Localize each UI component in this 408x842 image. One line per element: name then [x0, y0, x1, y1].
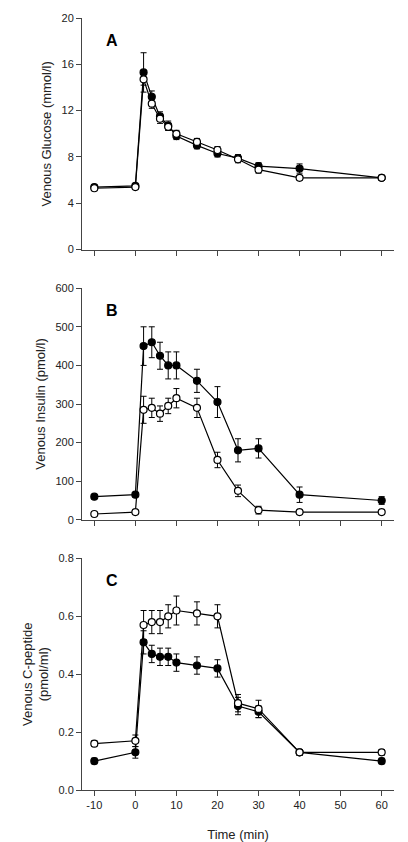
- svg-text:0: 0: [68, 514, 74, 526]
- svg-text:0.6: 0.6: [59, 610, 74, 622]
- svg-text:B: B: [106, 302, 118, 319]
- svg-text:Venous Insulin (pmol/l): Venous Insulin (pmol/l): [33, 338, 48, 470]
- svg-text:40: 40: [293, 799, 305, 811]
- svg-text:500: 500: [55, 321, 73, 333]
- svg-text:4: 4: [68, 197, 74, 209]
- svg-text:30: 30: [252, 799, 264, 811]
- svg-text:10: 10: [170, 799, 182, 811]
- svg-text:100: 100: [55, 475, 73, 487]
- svg-text:0.0: 0.0: [59, 784, 74, 796]
- svg-text:A: A: [106, 32, 118, 49]
- svg-text:400: 400: [55, 359, 73, 371]
- svg-text:0.4: 0.4: [59, 668, 74, 680]
- svg-text:20: 20: [211, 799, 223, 811]
- svg-text:50: 50: [335, 799, 347, 811]
- svg-text:-10: -10: [86, 799, 102, 811]
- svg-text:300: 300: [55, 398, 73, 410]
- svg-text:0: 0: [132, 799, 138, 811]
- svg-text:Venous C-peptide(pmol/ml): Venous C-peptide(pmol/ml): [20, 623, 52, 726]
- svg-text:0.8: 0.8: [59, 552, 74, 564]
- svg-text:20: 20: [62, 12, 74, 24]
- svg-text:60: 60: [376, 799, 388, 811]
- svg-text:8: 8: [68, 151, 74, 163]
- svg-text:Time (min): Time (min): [207, 827, 269, 842]
- svg-text:Venous Glucose (mmol/l): Venous Glucose (mmol/l): [39, 61, 54, 206]
- svg-text:600: 600: [55, 282, 73, 294]
- svg-text:200: 200: [55, 436, 73, 448]
- svg-text:16: 16: [62, 58, 74, 70]
- svg-text:12: 12: [62, 104, 74, 116]
- svg-text:0.2: 0.2: [59, 726, 74, 738]
- svg-text:C: C: [106, 572, 118, 589]
- svg-text:0: 0: [68, 243, 74, 255]
